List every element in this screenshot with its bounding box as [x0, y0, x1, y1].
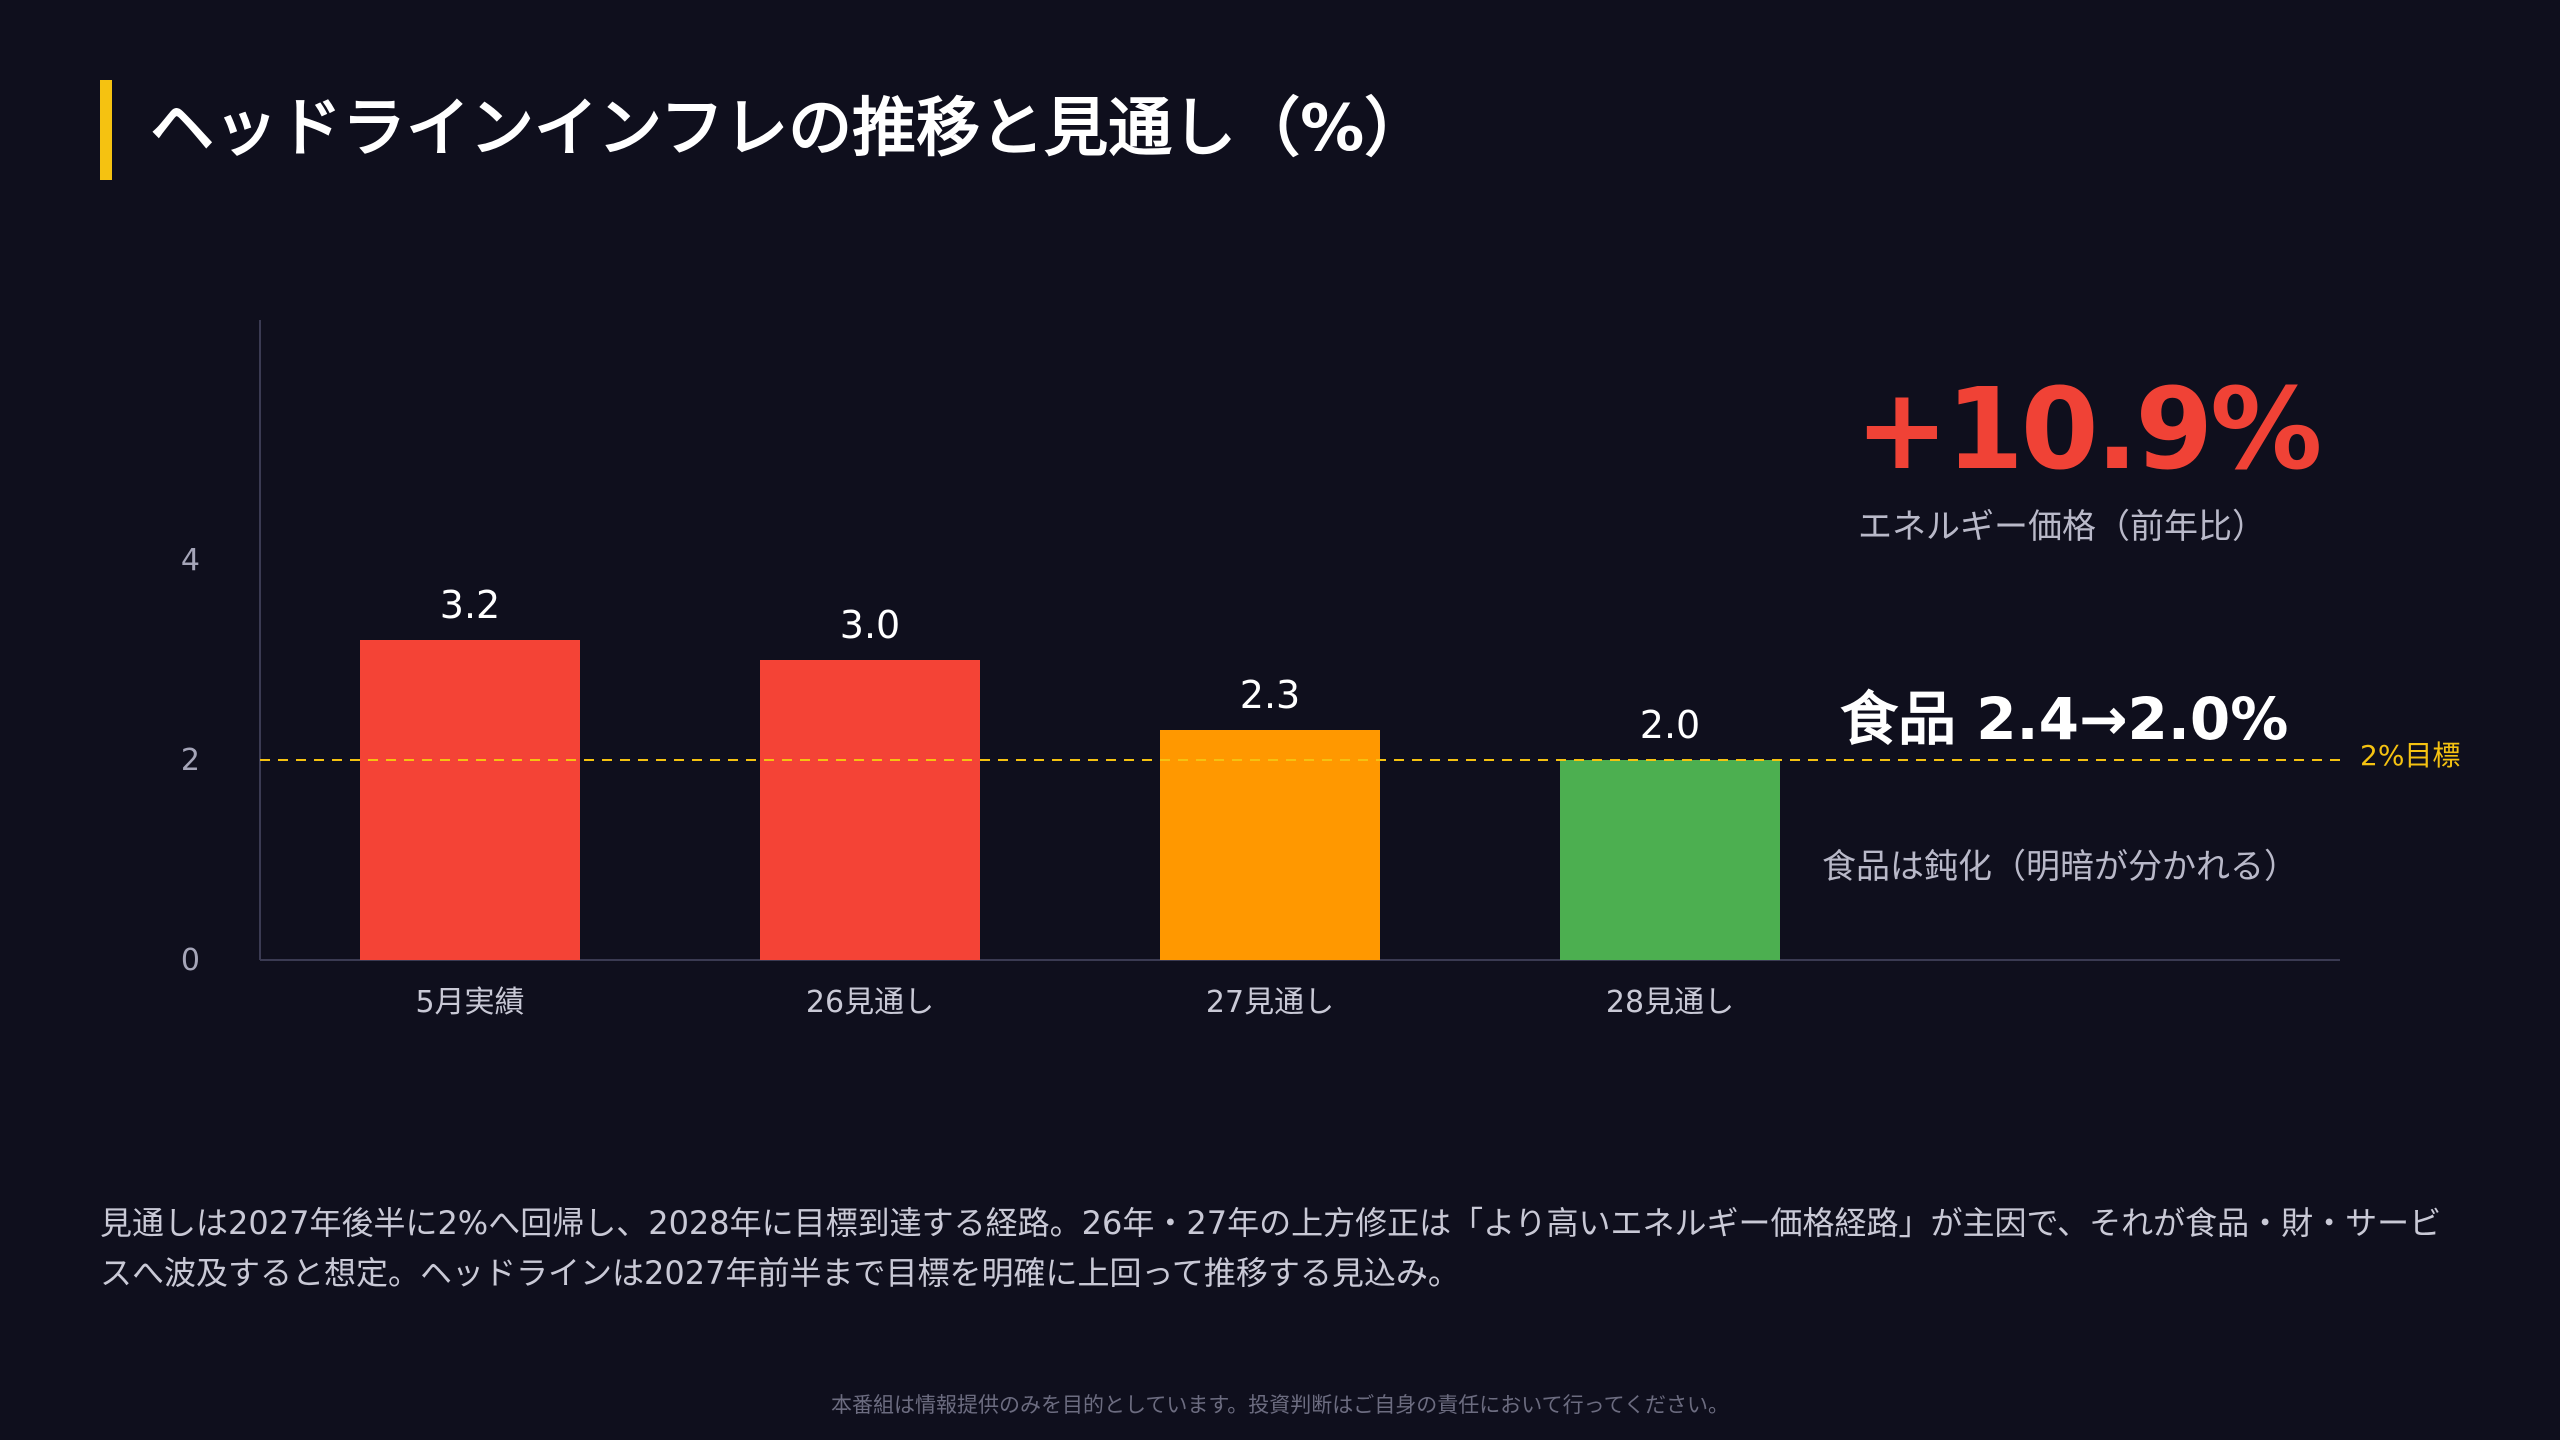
bar	[360, 640, 580, 960]
title-accent-bar	[100, 80, 112, 180]
bar-data-label: 2.0	[1640, 703, 1700, 747]
outlook-description: 見通しは2027年後半に2%へ回帰し、2028年に目標到達する経路。26年・27…	[100, 1204, 2442, 1292]
bar	[1560, 760, 1780, 960]
food-inflation-headline: 食品 2.4→2.0%	[1840, 685, 2289, 753]
x-category-label: 5月実績	[415, 985, 524, 1020]
y-tick-label: 0	[181, 943, 200, 978]
chart-labels: 0 2 4 3.2 5月実績 3.0 26見通し 2.3 27見通し 2.0 28見通し	[181, 543, 1734, 1020]
food-inflation-subtext: 食品は鈍化（明暗が分かれる）	[1822, 847, 2298, 887]
y-tick-label: 2	[181, 743, 200, 778]
disclaimer: 本番組は情報提供のみを目的としています。投資判断はご自身の責任において行ってくだ…	[831, 1393, 1729, 1417]
target-line-label: 2%目標	[2360, 739, 2461, 772]
bar	[760, 660, 980, 960]
energy-price-value: +10.9%	[1855, 365, 2322, 495]
bar-data-label: 2.3	[1240, 673, 1300, 717]
x-category-label: 27見通し	[1206, 985, 1334, 1020]
page-title: ヘッドラインインフレの推移と見通し（%）	[150, 92, 1429, 166]
bar-data-label: 3.0	[840, 603, 900, 647]
energy-price-label: エネルギー価格（前年比）	[1858, 507, 2266, 547]
y-tick-label: 4	[181, 543, 200, 578]
bar-data-label: 3.2	[440, 583, 500, 627]
x-category-label: 28見通し	[1606, 985, 1734, 1020]
inflation-bar-chart: 0 2 4 3.2 5月実績 3.0 26見通し 2.3 27見通し 2.0 28見通し	[181, 320, 2340, 1020]
x-category-label: 26見通し	[806, 985, 934, 1020]
bar	[1160, 730, 1380, 960]
chart-bars	[360, 640, 1780, 960]
